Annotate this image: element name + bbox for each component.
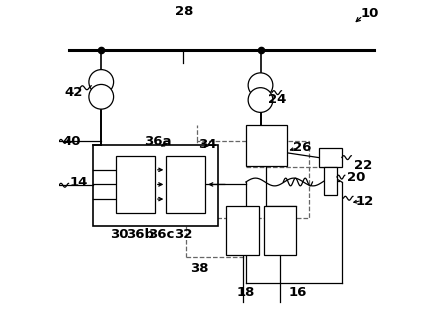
Bar [324,167,337,195]
Text: 10: 10 [360,7,379,20]
Text: 30: 30 [110,228,128,241]
Text: 40: 40 [62,135,81,148]
Text: 12: 12 [355,195,373,208]
Text: 28: 28 [175,5,193,18]
Bar [246,125,287,166]
Text: 36b: 36b [126,228,154,241]
Text: 24: 24 [268,93,286,106]
Circle shape [89,70,113,94]
Circle shape [248,88,273,112]
Circle shape [248,73,273,98]
Bar [264,206,296,255]
Text: 36c: 36c [148,228,175,241]
Text: 18: 18 [237,286,255,299]
Text: 42: 42 [64,86,83,99]
Bar [116,156,155,213]
Bar [319,148,342,167]
Text: 22: 22 [354,159,372,172]
Text: 14: 14 [70,176,88,188]
Text: 20: 20 [347,171,365,184]
Text: 34: 34 [198,138,216,151]
Bar [197,141,309,218]
Bar [166,156,205,213]
Text: 32: 32 [174,228,193,241]
Text: 38: 38 [190,262,209,275]
Circle shape [89,84,113,109]
Bar [226,206,259,255]
Text: 26: 26 [293,141,311,154]
Bar [93,145,218,226]
Text: 16: 16 [289,286,307,299]
Text: 36a: 36a [144,135,172,148]
